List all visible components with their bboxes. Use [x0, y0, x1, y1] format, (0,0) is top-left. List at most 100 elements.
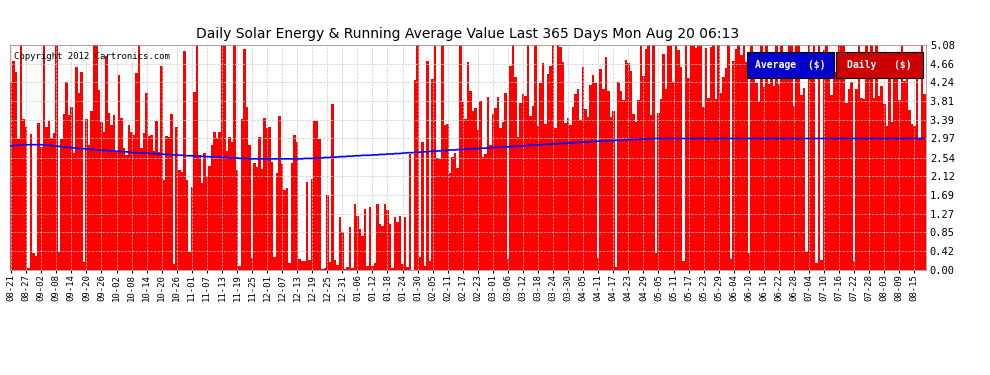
Bar — [67, 114, 70, 270]
Bar — [474, 108, 476, 270]
Text: Daily   ($): Daily ($) — [847, 60, 912, 70]
Bar — [18, 139, 20, 270]
Bar — [723, 77, 725, 270]
Bar — [831, 95, 833, 270]
Bar — [672, 82, 675, 270]
Bar — [50, 138, 52, 270]
Bar — [587, 117, 589, 270]
Bar — [554, 128, 556, 270]
Bar — [183, 51, 185, 270]
Bar — [725, 68, 728, 270]
Bar — [514, 77, 517, 270]
Bar — [301, 261, 304, 270]
Bar — [532, 106, 535, 270]
Bar — [273, 257, 276, 270]
Bar — [720, 93, 723, 270]
Bar — [190, 187, 193, 270]
Bar — [757, 102, 760, 270]
Bar — [371, 266, 373, 270]
Bar — [826, 45, 828, 270]
Bar — [118, 75, 121, 270]
Bar — [767, 84, 770, 270]
Bar — [647, 45, 649, 270]
Bar — [454, 153, 456, 270]
Bar — [23, 119, 25, 270]
Bar — [755, 83, 757, 270]
Bar — [489, 145, 492, 270]
Bar — [175, 127, 178, 270]
Bar — [507, 259, 509, 270]
Bar — [836, 72, 838, 270]
Bar — [250, 258, 253, 270]
Bar — [718, 45, 720, 270]
Bar — [406, 267, 409, 270]
Bar — [815, 263, 818, 270]
Bar — [434, 45, 437, 270]
Bar — [742, 45, 745, 270]
Bar — [750, 45, 752, 270]
Bar — [708, 98, 710, 270]
Bar — [770, 62, 772, 270]
Bar — [544, 124, 546, 270]
Bar — [444, 125, 446, 270]
Bar — [632, 114, 635, 270]
Bar — [542, 63, 545, 270]
Bar — [417, 45, 419, 270]
Bar — [615, 267, 617, 270]
Bar — [705, 48, 708, 270]
Bar — [785, 64, 788, 270]
Bar — [155, 121, 158, 270]
Bar — [479, 100, 481, 270]
Bar — [643, 76, 644, 270]
Bar — [564, 123, 567, 270]
Bar — [180, 172, 183, 270]
Bar — [391, 268, 394, 270]
FancyBboxPatch shape — [747, 52, 834, 78]
Bar — [821, 260, 823, 270]
Bar — [93, 45, 95, 270]
Bar — [923, 94, 926, 270]
Bar — [334, 260, 336, 270]
Bar — [745, 62, 747, 270]
Bar — [512, 45, 514, 270]
Bar — [863, 99, 865, 270]
Bar — [263, 118, 265, 270]
Bar — [728, 45, 730, 270]
Bar — [569, 125, 572, 270]
Bar — [298, 259, 301, 270]
Bar — [499, 128, 502, 270]
Bar — [414, 80, 417, 270]
Bar — [695, 48, 697, 270]
Bar — [228, 136, 231, 270]
Bar — [314, 121, 316, 270]
Bar — [589, 85, 592, 270]
Bar — [28, 268, 30, 270]
Bar — [448, 174, 451, 270]
Bar — [152, 151, 155, 270]
Bar — [246, 107, 248, 270]
Bar — [572, 107, 574, 270]
Bar — [348, 227, 351, 270]
Bar — [77, 93, 80, 270]
Bar — [103, 132, 105, 270]
Bar — [123, 148, 126, 270]
Bar — [221, 45, 223, 270]
Bar — [487, 97, 489, 270]
Bar — [858, 45, 860, 270]
Bar — [113, 115, 115, 270]
Bar — [610, 117, 612, 270]
Bar — [57, 252, 60, 270]
Bar — [502, 122, 504, 270]
Bar — [818, 45, 821, 270]
Bar — [772, 86, 775, 270]
Bar — [880, 86, 883, 270]
Bar — [201, 183, 203, 270]
Bar — [100, 123, 103, 270]
Bar — [121, 118, 123, 270]
Bar — [556, 45, 559, 270]
Bar — [574, 94, 577, 270]
Bar — [790, 45, 793, 270]
Bar — [293, 135, 296, 270]
Bar — [540, 83, 542, 270]
Bar — [306, 183, 309, 270]
